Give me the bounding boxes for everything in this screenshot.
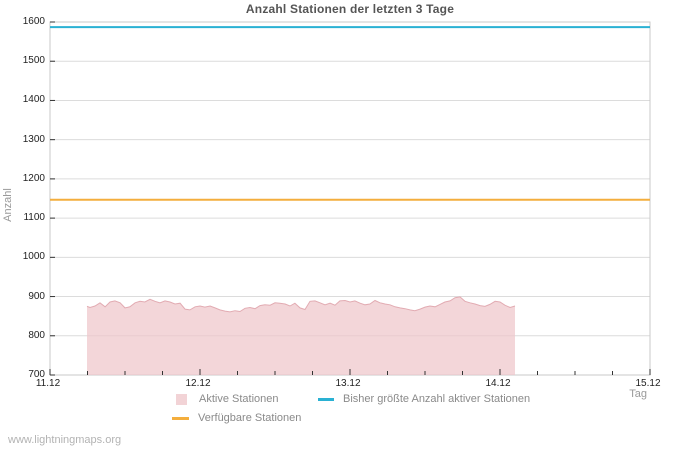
y-tick-label: 1600 xyxy=(22,16,45,27)
y-tick-label: 800 xyxy=(28,329,45,341)
y-tick-label: 1100 xyxy=(23,212,45,224)
legend-label: Verfügbare Stationen xyxy=(198,412,302,424)
x-tick-label: 12.12 xyxy=(185,378,211,389)
y-tick-label: 1500 xyxy=(22,55,45,67)
y-tick-label: 900 xyxy=(28,290,45,302)
area-swatch-icon xyxy=(176,393,187,405)
legend-item-groesste-anzahl: Bisher größte Anzahl aktiver Stationen xyxy=(318,392,530,406)
y-tick-label: 1400 xyxy=(22,94,45,106)
x-tick-label: 14.12 xyxy=(485,378,511,389)
legend-label: Aktive Stationen xyxy=(199,393,279,405)
y-tick-label: 1000 xyxy=(22,251,45,263)
line-swatch-icon xyxy=(172,416,189,420)
line-swatch-icon xyxy=(318,397,334,401)
y-tick-label: 1300 xyxy=(22,133,45,145)
legend-item-aktive-stationen: Aktive Stationen xyxy=(176,392,279,406)
x-tick-label: 13.12 xyxy=(335,378,361,389)
watermark: www.lightningmaps.org xyxy=(8,434,122,446)
x-tick-label: 15.12 xyxy=(635,378,661,389)
y-tick-label: 1200 xyxy=(22,172,45,184)
legend-label: Bisher größte Anzahl aktiver Stationen xyxy=(343,393,531,405)
x-tick-label: 11.12 xyxy=(35,378,61,389)
x-axis-title: Tag xyxy=(629,388,647,400)
y-tick-label: 700 xyxy=(28,369,45,380)
legend-item-verfuegbare-stationen: Verfügbare Stationen xyxy=(172,411,301,425)
chart-title: Anzahl Stationen der letzten 3 Tage xyxy=(245,2,455,16)
